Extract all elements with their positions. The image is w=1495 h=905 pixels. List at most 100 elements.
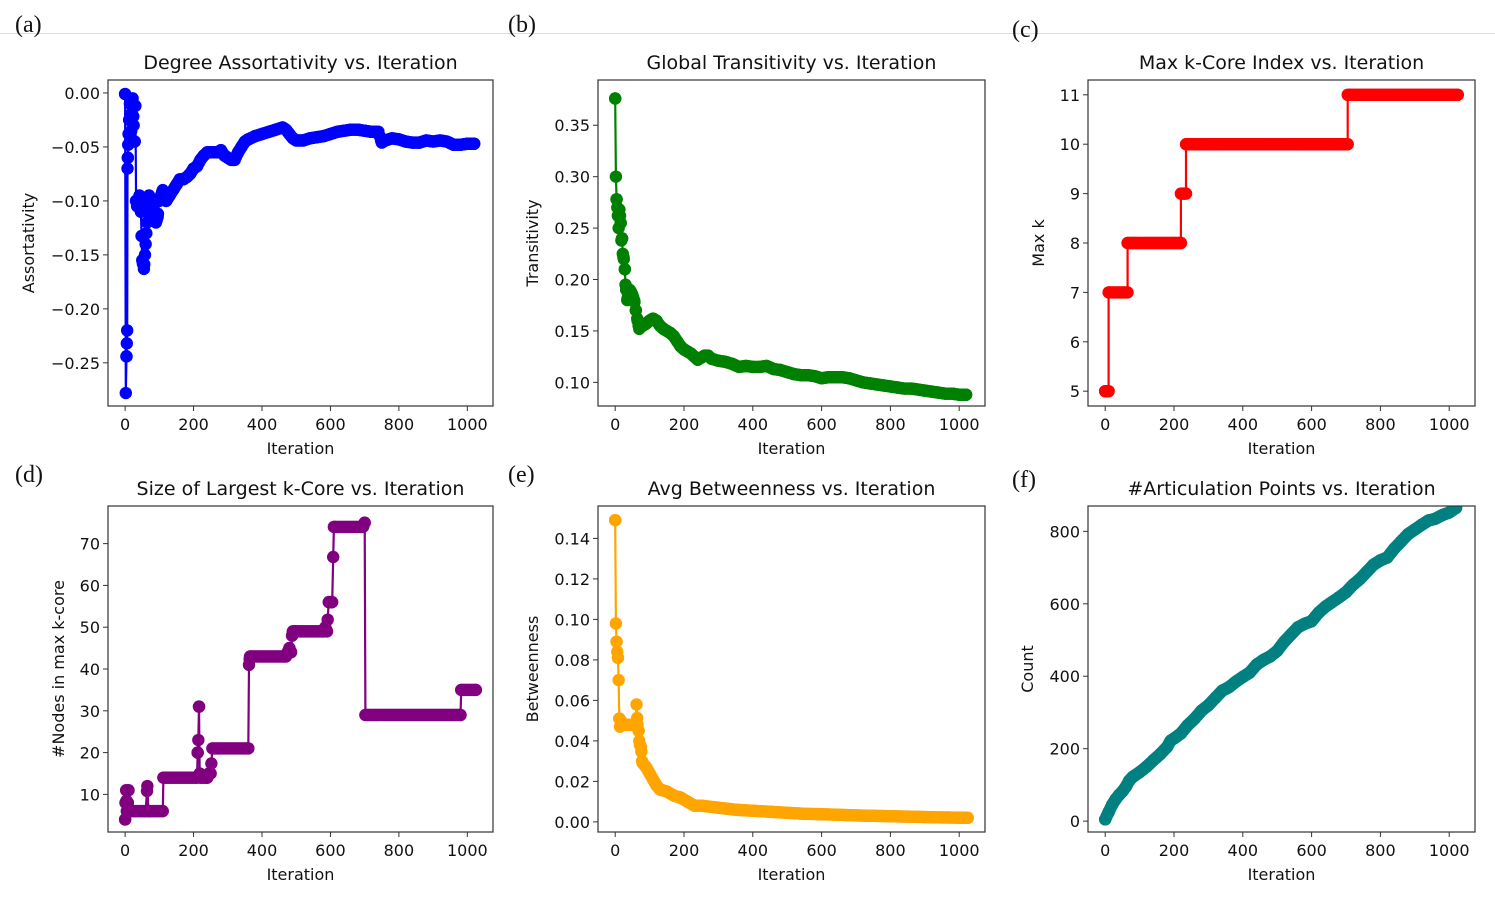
y-tick-label: 0.00 <box>554 813 590 832</box>
y-tick-label: 70 <box>80 535 100 554</box>
panel-label-b: (b) <box>508 12 536 38</box>
chart-f: #Articulation Points vs. Iteration 0 200 40… <box>1018 478 1476 884</box>
chart-e: Avg Betweenness vs. Iteration 0 200 400 600 8… <box>523 478 986 884</box>
y-tick-label: 40 <box>80 660 100 679</box>
data-point <box>358 516 371 529</box>
x-tick-label: 800 <box>1365 415 1396 434</box>
y-tick-label: 10 <box>1060 135 1080 154</box>
x-axis-label: Iteration <box>267 439 335 458</box>
x-tick-label: 1000 <box>1429 841 1470 860</box>
y-tick-label: 0.15 <box>554 322 590 341</box>
x-tick-label: 600 <box>1296 841 1327 860</box>
x-tick-label: 800 <box>1365 841 1396 860</box>
data-point <box>610 193 623 206</box>
x-tick-label: 800 <box>875 841 906 860</box>
data-point <box>139 237 152 251</box>
data-point <box>612 673 625 687</box>
x-tick-label: 800 <box>384 841 415 860</box>
chart-d: Size of Largest k-Core vs. Iteration 0 200… <box>49 478 494 884</box>
x-tick-label: 600 <box>806 841 837 860</box>
y-tick-label: 20 <box>80 744 100 763</box>
y-tick-label: −0.05 <box>51 138 100 157</box>
y-tick-label: −0.15 <box>51 246 100 265</box>
x-tick-label: 200 <box>178 415 209 434</box>
y-tick-label: −0.20 <box>51 300 100 319</box>
data-point <box>120 324 134 337</box>
x-tick-label: 400 <box>738 841 769 860</box>
y-tick-label: 800 <box>1049 522 1080 541</box>
y-tick-label: 0.06 <box>554 691 590 710</box>
x-tick-label: 400 <box>1228 415 1259 434</box>
data-point <box>118 87 132 101</box>
x-tick-label: 400 <box>247 841 278 860</box>
x-tick-label: 1000 <box>939 415 980 434</box>
chart-a: Degree Assortativity vs. Iteration 0 200 40… <box>19 52 494 458</box>
y-tick-label: 200 <box>1049 740 1080 759</box>
x-tick-label: 400 <box>738 415 769 434</box>
panel-label-f: (f) <box>1012 467 1036 493</box>
series-f <box>1099 506 1463 826</box>
data-point <box>128 135 141 148</box>
data-point <box>454 708 467 722</box>
series-line <box>614 520 968 819</box>
chart-c: Max k-Core Index vs. Iteration 0 200 400 600… <box>1029 52 1476 458</box>
x-tick-label: 0 <box>120 841 130 860</box>
series-line <box>1104 506 1457 820</box>
plot-frame <box>1087 505 1476 833</box>
data-point <box>1341 138 1354 151</box>
y-tick-label: 0.04 <box>554 732 590 751</box>
x-tick-label: 1000 <box>1429 415 1470 434</box>
data-point <box>609 170 623 183</box>
data-point <box>611 651 625 665</box>
y-axis-label: #Nodes in max k-core <box>49 580 68 758</box>
x-tick-label: 200 <box>1159 841 1190 860</box>
data-point <box>1174 236 1188 250</box>
data-point <box>320 623 333 636</box>
x-tick-label: 200 <box>1159 415 1190 434</box>
header-divider <box>0 33 1495 34</box>
data-point <box>127 110 140 123</box>
x-axis-label: Iteration <box>1248 439 1316 458</box>
data-point <box>613 203 626 216</box>
data-point <box>121 162 134 175</box>
series-line <box>614 98 967 396</box>
data-point <box>120 350 133 363</box>
x-tick-label: 600 <box>806 415 837 434</box>
y-tick-label: 0.02 <box>554 772 590 791</box>
x-tick-label: 1000 <box>447 841 488 860</box>
y-tick-label: 0 <box>1070 812 1080 831</box>
chart-title: Avg Betweenness vs. Iteration <box>648 478 936 500</box>
y-tick-label: 600 <box>1049 595 1080 614</box>
y-axis-label: Betweenness <box>523 616 542 723</box>
y-tick-label: 0.12 <box>554 570 590 589</box>
data-point <box>467 137 481 150</box>
plot-frame <box>597 79 986 407</box>
y-tick-label: 0.10 <box>554 373 590 392</box>
data-point <box>325 595 339 609</box>
y-tick-label: −0.10 <box>51 192 100 211</box>
panel-label-c: (c) <box>1012 17 1039 43</box>
y-tick-label: 50 <box>80 618 100 637</box>
x-axis-label: Iteration <box>758 865 826 884</box>
y-tick-label: 0.30 <box>554 168 590 187</box>
x-tick-label: 1000 <box>447 415 488 434</box>
x-axis-label: Iteration <box>758 439 826 458</box>
chart-title: Degree Assortativity vs. Iteration <box>143 52 457 74</box>
data-point <box>121 151 135 164</box>
data-point <box>615 232 629 245</box>
data-point <box>614 216 627 230</box>
chart-title: #Articulation Points vs. Iteration <box>1127 478 1435 500</box>
y-tick-label: 0.08 <box>554 651 590 670</box>
x-tick-label: 1000 <box>939 841 980 860</box>
panel-label-e: (e) <box>508 462 535 488</box>
x-tick-label: 400 <box>1228 841 1259 860</box>
y-tick-label: 0.14 <box>554 529 590 548</box>
y-tick-label: 30 <box>80 702 100 721</box>
data-point <box>635 745 648 758</box>
x-tick-label: 800 <box>384 415 415 434</box>
y-axis-label: Max k <box>1029 219 1048 267</box>
data-point <box>151 207 165 221</box>
y-tick-label: 7 <box>1070 283 1080 302</box>
data-point <box>617 251 630 264</box>
data-point <box>631 711 644 725</box>
